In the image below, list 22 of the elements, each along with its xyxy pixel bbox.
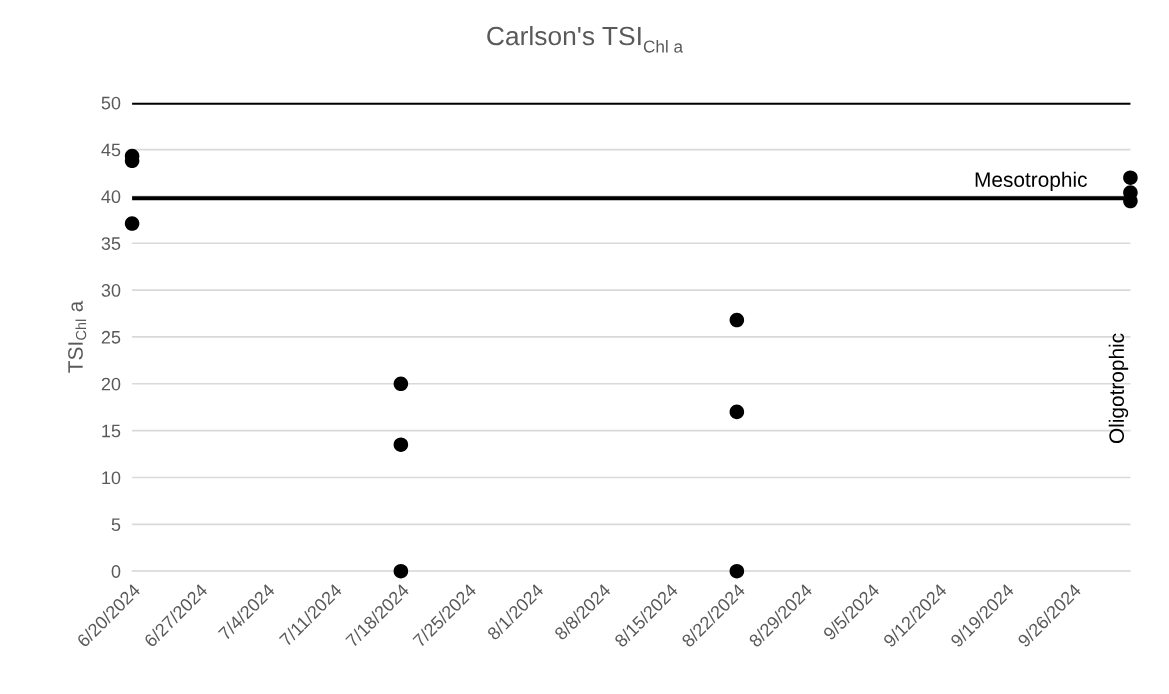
point — [1123, 170, 1138, 185]
point — [393, 376, 409, 392]
point — [729, 312, 745, 328]
y-tick-label: 15 — [102, 424, 121, 438]
point — [393, 563, 409, 579]
y-axis-title: TSI$_{Chl}$ a — [68, 300, 87, 373]
annotation: Oligotrophic — [1108, 333, 1129, 444]
y-tick-label: 0 — [111, 565, 121, 578]
annotation: Mesotrophic — [975, 171, 1087, 192]
y-tick-label: 30 — [101, 284, 121, 297]
y-tick-label: 20 — [101, 377, 121, 391]
y-tick-label: 45 — [101, 143, 121, 157]
point — [729, 404, 745, 420]
point — [393, 437, 409, 452]
y-tick-label: 35 — [101, 237, 121, 250]
y-tick-label: 40 — [101, 190, 121, 204]
y-tick-label: 5 — [111, 518, 121, 532]
y-tick-label: 10 — [102, 471, 121, 485]
y-tick-label: 25 — [101, 330, 121, 344]
point — [729, 563, 745, 579]
point — [124, 216, 140, 231]
y-tick-label: 50 — [101, 96, 121, 110]
